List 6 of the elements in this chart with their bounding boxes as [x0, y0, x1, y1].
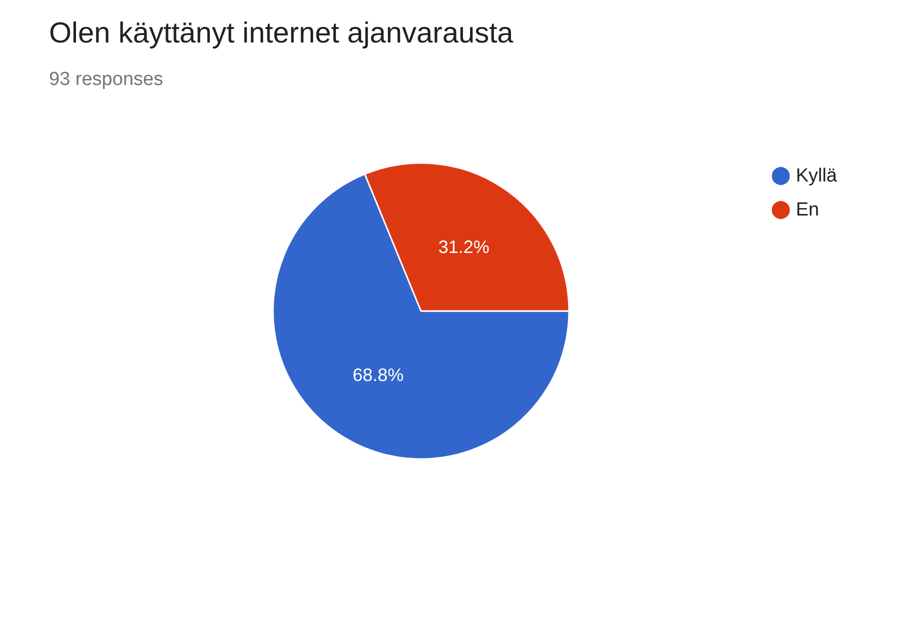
text: 93 responses: [49, 69, 164, 90]
data-label: 31.2%: [438, 237, 490, 258]
legend-label: En: [796, 200, 820, 220]
data-label: 68.8%: [352, 364, 404, 385]
chart-title: Olen käyttänyt internet ajanvarausta: [49, 18, 514, 50]
legend-label: Kyllä: [796, 166, 838, 186]
